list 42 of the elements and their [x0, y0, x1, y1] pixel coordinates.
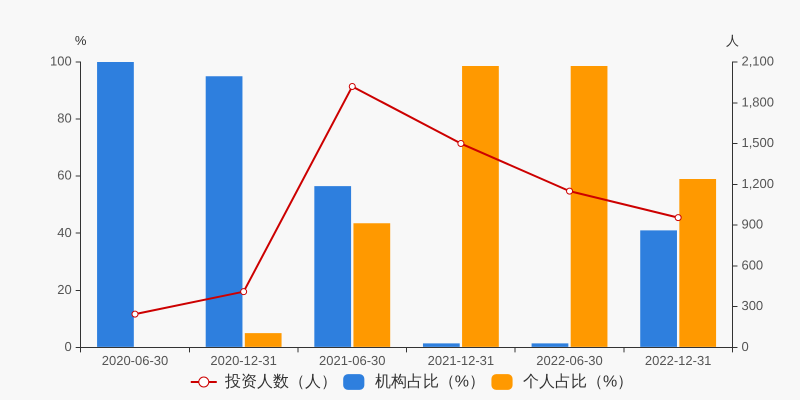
bar [679, 179, 716, 347]
bar [640, 230, 677, 347]
x-tick-label: 2020-12-31 [210, 352, 277, 368]
y-tick-label: 0 [64, 338, 72, 354]
x-tick-label: 2021-06-30 [319, 352, 386, 368]
y2-tick-label: 0 [741, 338, 749, 354]
bar [353, 223, 390, 347]
point [240, 288, 248, 296]
legend-label: 机构占比（%） [374, 372, 486, 390]
y2-tick-label: 900 [741, 216, 764, 232]
point [132, 310, 139, 318]
y-axis-title: % [74, 33, 87, 48]
x-tick-label: 2022-06-30 [536, 352, 603, 368]
x-tick-label: 2022-12-31 [644, 352, 712, 368]
legend-label: 个人占比（%） [523, 372, 634, 390]
point [566, 188, 574, 195]
bar [462, 66, 499, 347]
y-tick-label: 80 [57, 110, 72, 126]
bar [206, 76, 242, 347]
y2-tick-label: 1,500 [741, 135, 774, 150]
y2-tick-label: 300 [741, 298, 764, 314]
point [674, 214, 682, 222]
point [348, 82, 356, 90]
bar [97, 62, 134, 347]
y2-tick-label: 2,100 [741, 54, 774, 69]
legend-label: 投资人数（人） [224, 372, 337, 390]
bar [244, 333, 282, 347]
x-tick-label: 2020-06-30 [102, 352, 168, 368]
bar [532, 343, 568, 347]
y2-tick-label: 600 [741, 257, 764, 272]
x-tick-label: 2021-12-31 [428, 352, 494, 368]
point [457, 140, 464, 148]
bar [422, 343, 460, 347]
y2-tick-label: 1,800 [741, 94, 774, 110]
y-tick-label: 60 [57, 168, 72, 183]
y-tick-label: 100 [50, 54, 72, 69]
y-tick-label: 20 [57, 282, 72, 297]
bar [314, 186, 352, 347]
y2-tick-label: 1,200 [741, 176, 774, 191]
y2-axis-title: 人 [726, 33, 739, 48]
y-tick-label: 40 [57, 224, 72, 240]
bar [570, 66, 608, 347]
